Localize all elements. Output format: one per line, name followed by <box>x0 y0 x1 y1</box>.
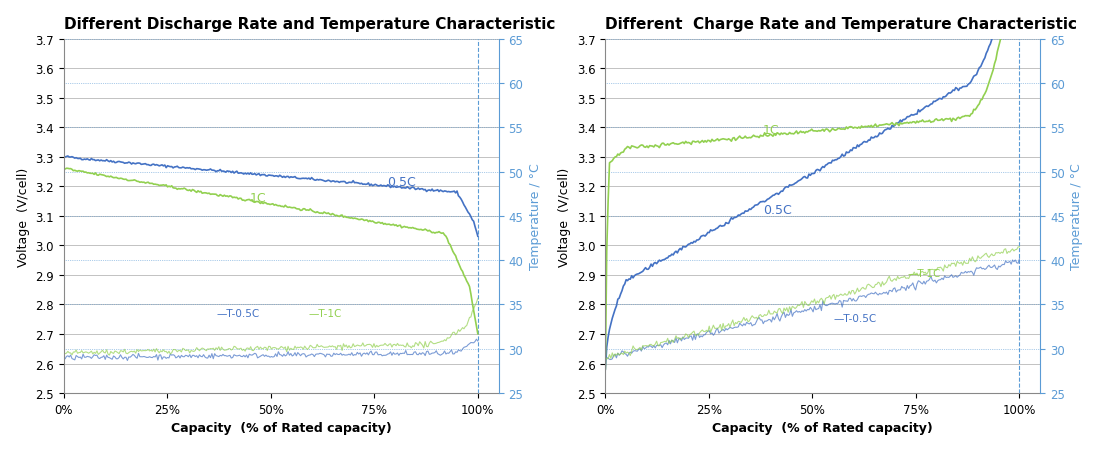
T-1C <box>304 343 317 348</box>
1C <box>471 331 484 337</box>
T-0.5C <box>471 339 484 344</box>
Text: —T-1C: —T-1C <box>308 308 341 318</box>
T-1C <box>407 344 420 350</box>
0.5C <box>62 154 75 159</box>
T-1C <box>471 296 484 301</box>
Text: Different Discharge Rate and Temperature Characteristic: Different Discharge Rate and Temperature… <box>64 17 556 32</box>
T-0.5C <box>470 337 483 342</box>
Y-axis label: Voltage  (V/cell): Voltage (V/cell) <box>559 167 571 266</box>
T-1C <box>58 351 72 357</box>
Text: —T-0.5C: —T-0.5C <box>217 308 261 318</box>
T-0.5C <box>304 353 317 358</box>
Line: T-1C: T-1C <box>64 299 477 355</box>
0.5C <box>471 234 484 239</box>
1C <box>57 167 70 172</box>
1C <box>58 167 72 172</box>
T-1C <box>57 350 70 356</box>
T-1C <box>312 344 326 350</box>
T-1C <box>305 344 318 349</box>
T-0.5C <box>121 358 134 364</box>
Text: 1C: 1C <box>762 124 779 137</box>
Text: —T-0.5C: —T-0.5C <box>833 314 877 324</box>
Y-axis label: Temperature / °C: Temperature / °C <box>1070 163 1084 270</box>
0.5C <box>305 175 318 181</box>
Line: T-0.5C: T-0.5C <box>64 340 477 361</box>
1C <box>305 208 318 213</box>
Line: 0.5C: 0.5C <box>64 156 477 237</box>
0.5C <box>58 155 72 160</box>
Line: 1C: 1C <box>64 169 477 334</box>
X-axis label: Capacity  (% of Rated capacity): Capacity (% of Rated capacity) <box>170 421 392 434</box>
Text: 1C: 1C <box>250 191 266 204</box>
T-0.5C <box>407 350 420 355</box>
Text: —T-1C: —T-1C <box>908 268 940 278</box>
0.5C <box>304 177 317 183</box>
T-0.5C <box>312 351 326 357</box>
X-axis label: Capacity  (% of Rated capacity): Capacity (% of Rated capacity) <box>713 421 933 434</box>
0.5C <box>433 188 447 193</box>
1C <box>59 166 73 171</box>
0.5C <box>57 155 70 160</box>
Text: 0.5C: 0.5C <box>387 175 416 189</box>
1C <box>433 230 447 236</box>
T-0.5C <box>58 356 72 362</box>
1C <box>407 226 420 231</box>
0.5C <box>312 178 326 183</box>
T-0.5C <box>305 351 318 357</box>
T-0.5C <box>433 353 447 358</box>
Text: 0.5C: 0.5C <box>762 204 792 217</box>
Text: Different  Charge Rate and Temperature Characteristic: Different Charge Rate and Temperature Ch… <box>605 17 1077 32</box>
1C <box>304 207 317 212</box>
T-1C <box>102 353 116 358</box>
T-1C <box>433 339 447 345</box>
1C <box>312 211 326 216</box>
Y-axis label: Temperature / °C: Temperature / °C <box>529 163 541 270</box>
T-0.5C <box>57 354 70 359</box>
Y-axis label: Voltage  (V/cell): Voltage (V/cell) <box>16 167 30 266</box>
0.5C <box>407 186 420 191</box>
